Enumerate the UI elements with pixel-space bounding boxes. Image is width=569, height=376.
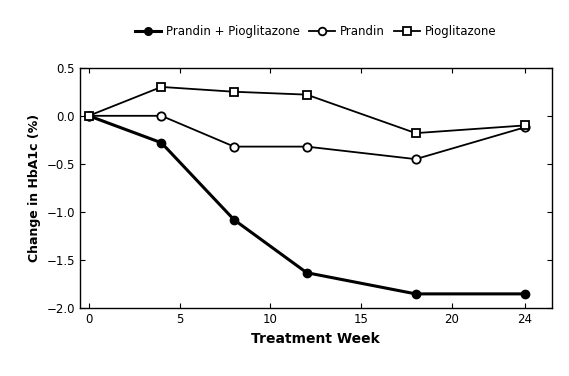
Legend: Prandin + Pioglitazone, Prandin, Pioglitazone: Prandin + Pioglitazone, Prandin, Pioglit…	[130, 21, 501, 43]
X-axis label: Treatment Week: Treatment Week	[251, 332, 380, 346]
Y-axis label: Change in HbA1c (%): Change in HbA1c (%)	[28, 114, 41, 262]
